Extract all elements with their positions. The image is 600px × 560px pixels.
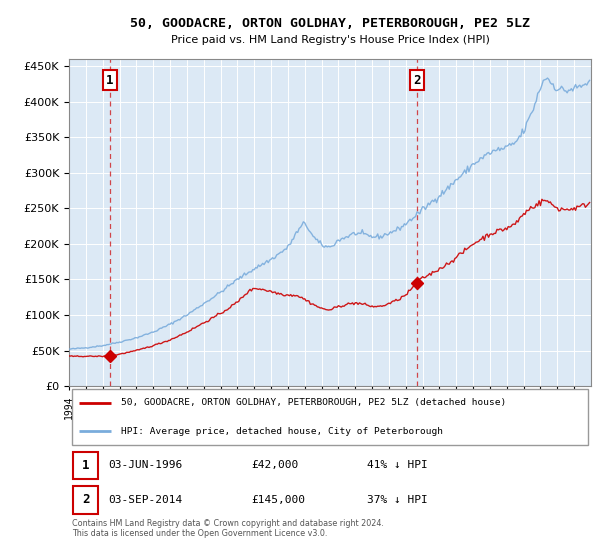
Text: 50, GOODACRE, ORTON GOLDHAY, PETERBOROUGH, PE2 5LZ: 50, GOODACRE, ORTON GOLDHAY, PETERBOROUG… (130, 17, 530, 30)
Text: 50, GOODACRE, ORTON GOLDHAY, PETERBOROUGH, PE2 5LZ (detached house): 50, GOODACRE, ORTON GOLDHAY, PETERBOROUG… (121, 398, 506, 408)
Text: 1: 1 (106, 73, 113, 87)
Text: £145,000: £145,000 (252, 495, 306, 505)
FancyBboxPatch shape (73, 452, 98, 479)
Text: HPI: Average price, detached house, City of Peterborough: HPI: Average price, detached house, City… (121, 427, 443, 436)
Text: 03-JUN-1996: 03-JUN-1996 (108, 460, 182, 470)
Text: 2: 2 (413, 73, 421, 87)
Text: 41% ↓ HPI: 41% ↓ HPI (367, 460, 427, 470)
FancyBboxPatch shape (73, 486, 98, 514)
Text: 37% ↓ HPI: 37% ↓ HPI (367, 495, 427, 505)
Text: 1: 1 (82, 459, 89, 472)
Text: Contains HM Land Registry data © Crown copyright and database right 2024.
This d: Contains HM Land Registry data © Crown c… (71, 519, 383, 538)
Text: Price paid vs. HM Land Registry's House Price Index (HPI): Price paid vs. HM Land Registry's House … (170, 35, 490, 45)
Text: £42,000: £42,000 (252, 460, 299, 470)
Text: 03-SEP-2014: 03-SEP-2014 (108, 495, 182, 505)
Text: 2: 2 (82, 493, 89, 506)
FancyBboxPatch shape (71, 389, 589, 445)
